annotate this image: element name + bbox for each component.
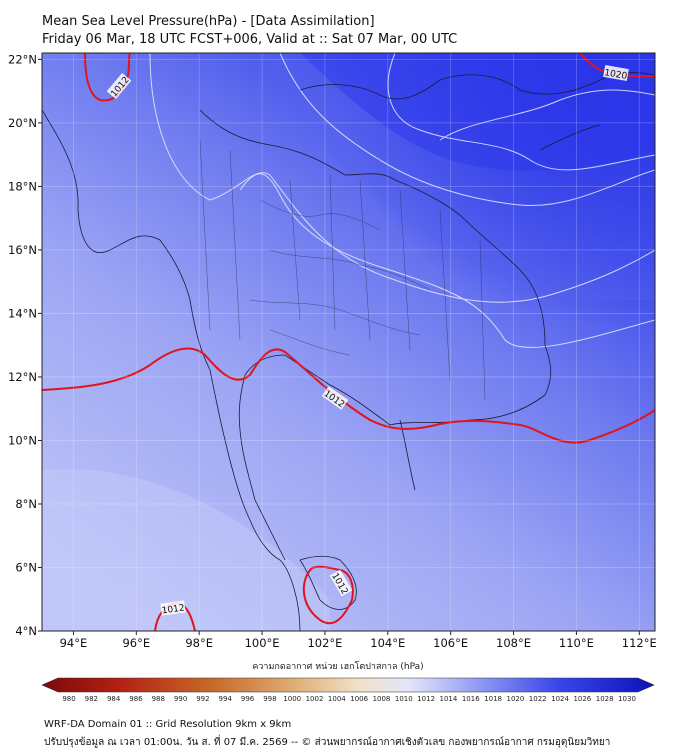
lon-tick-label: 96°E — [122, 636, 150, 650]
colorbar-tick-label: 984 — [107, 695, 121, 703]
coastlines-borders — [42, 72, 655, 631]
colorbar-tick-label: 1008 — [373, 695, 391, 703]
colorbar-tick-label: 1004 — [328, 695, 346, 703]
colorbar-tick-label: 1000 — [283, 695, 301, 703]
lat-tick-label: 14°N — [8, 306, 37, 320]
colorbar-gradient — [41, 677, 655, 693]
colorbar-tick-label: 994 — [219, 695, 233, 703]
colorbar-tick-label: 1026 — [573, 695, 591, 703]
lat-tick-label: 18°N — [8, 179, 37, 193]
map-frame — [41, 52, 656, 632]
lon-tick-label: 110°E — [559, 636, 594, 650]
lat-tick-label: 10°N — [8, 433, 37, 447]
isobar-lines-white — [149, 53, 655, 348]
lat-tick-label: 6°N — [15, 560, 37, 574]
colorbar-tick-label: 982 — [85, 695, 98, 703]
colorbar-ticks: 980 982 984 986 988 990 992 994 996 998 1000 1002 10… — [62, 695, 636, 703]
lat-tick-label: 20°N — [8, 116, 37, 130]
colorbar-tick-label: 1010 — [395, 695, 413, 703]
lat-tick-label: 16°N — [8, 243, 37, 257]
colorbar-label: ความกดอากาศ หน่วย เฮกโตปาสกาล (hPa) — [252, 662, 424, 672]
colorbar-tick-label: 1006 — [350, 695, 368, 703]
colorbar-tick-label: 986 — [129, 695, 143, 703]
colorbar-tick-label: 1014 — [440, 695, 458, 703]
colorbar-tick-label: 1020 — [506, 695, 524, 703]
colorbar-tick-label: 980 — [62, 695, 75, 703]
colorbar-tick-label: 1022 — [529, 695, 547, 703]
lon-tick-label: 102°E — [307, 636, 342, 650]
latitude-axis: 22°N 20°N 18°N 16°N 14°N 12°N 10°N 8°N 6°N 4°N — [8, 52, 42, 638]
lat-tick-label: 12°N — [8, 370, 37, 384]
lat-tick-label: 4°N — [15, 624, 37, 638]
isobar-label: 1012 — [161, 603, 185, 616]
lon-tick-label: 106°E — [433, 636, 468, 650]
province-borders — [199, 139, 486, 401]
colorbar-tick-label: 1002 — [306, 695, 324, 703]
colorbar-tick-label: 988 — [152, 695, 165, 703]
colorbar-tick-label: 1018 — [484, 695, 502, 703]
lat-tick-label: 8°N — [15, 497, 37, 511]
footer-model-info: WRF-DA Domain 01 :: Grid Resolution 9km … — [44, 719, 292, 730]
footer-credit: ปรับปรุงข้อมูล ณ เวลา 01:00น. วัน ส. ที่… — [44, 737, 611, 748]
colorbar-tick-label: 1024 — [551, 695, 569, 703]
colorbar-tick-label: 990 — [174, 695, 187, 703]
lat-tick-label: 22°N — [8, 52, 37, 66]
lon-tick-label: 108°E — [496, 636, 531, 650]
colorbar-tick-label: 1012 — [417, 695, 435, 703]
colorbar-tick-label: 996 — [241, 695, 255, 703]
lon-tick-label: 104°E — [370, 636, 405, 650]
map-title: Mean Sea Level Pressure(hPa) - [Data Ass… — [42, 14, 375, 29]
colorbar: 980 982 984 986 988 990 992 994 996 998 1000 1002 10… — [41, 677, 655, 703]
pressure-field: 1012 1012 1020 1012 1012 — [42, 53, 655, 631]
isobar-labels: 1012 1012 1020 1012 1012 — [106, 65, 629, 617]
lon-tick-label: 94°E — [60, 636, 88, 650]
colorbar-tick-label: 998 — [263, 695, 276, 703]
colorbar-tick-label: 992 — [196, 695, 209, 703]
lon-tick-label: 98°E — [185, 636, 213, 650]
colorbar-tick-label: 1016 — [462, 695, 480, 703]
map-subtitle: Friday 06 Mar, 18 UTC FCST+006, Valid at… — [42, 32, 458, 47]
lon-tick-label: 100°E — [245, 636, 280, 650]
colorbar-tick-label: 1028 — [596, 695, 614, 703]
colorbar-tick-label: 1030 — [618, 695, 636, 703]
lon-tick-label: 112°E — [622, 636, 657, 650]
longitude-axis: 94°E 96°E 98°E 100°E 102°E 104°E 106°E 108°E 110… — [60, 631, 657, 650]
isobar-label: 1020 — [604, 68, 629, 82]
